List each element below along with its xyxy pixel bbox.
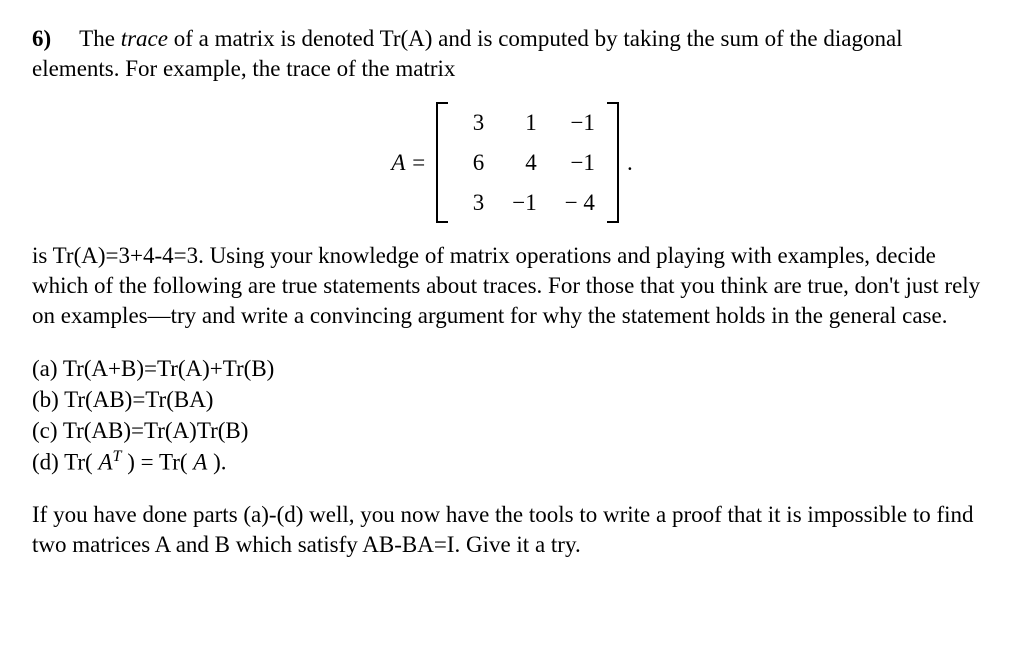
problem-intro: 6)The trace of a matrix is denoted Tr(A)… [32,24,992,84]
closing-paragraph: If you have done parts (a)-(d) well, you… [32,500,992,560]
option-c: (c) Tr(AB)=Tr(A)Tr(B) [32,415,992,446]
matrix: 3 1 −1 6 4 −1 3 −1 − 4 [436,102,619,224]
left-bracket [436,102,448,224]
problem-number: 6) [32,26,51,51]
matrix-cell: 6 [460,148,484,178]
option-d-suffix: ). [207,450,226,475]
matrix-cell: 1 [512,108,536,138]
option-d-prefix: (d) Tr( [32,450,98,475]
matrix-cell: 3 [460,188,484,218]
matrix-label: A = [391,148,426,178]
body-after-matrix: is Tr(A)=3+4-4=3. Using your knowledge o… [32,241,992,331]
option-d-var1: A [98,450,112,475]
matrix-cell: −1 [512,188,536,218]
matrix-cell: 3 [460,108,484,138]
matrix-cell: −1 [565,108,595,138]
intro-italic: trace [121,26,168,51]
matrix-display: A = 3 1 −1 6 4 −1 3 −1 − 4 . [32,102,992,224]
option-d-var2: A [193,450,207,475]
matrix-grid: 3 1 −1 6 4 −1 3 −1 − 4 [448,102,607,224]
matrix-cell: −1 [565,148,595,178]
option-d-mid: ) = Tr( [121,450,193,475]
option-a: (a) Tr(A+B)=Tr(A)+Tr(B) [32,353,992,384]
intro-text-1: The [79,26,121,51]
option-d: (d) Tr( AT ) = Tr( A ). [32,446,992,478]
matrix-period: . [627,148,633,178]
option-b: (b) Tr(AB)=Tr(BA) [32,384,992,415]
right-bracket [607,102,619,224]
options-block: (a) Tr(A+B)=Tr(A)+Tr(B) (b) Tr(AB)=Tr(BA… [32,353,992,478]
matrix-cell: − 4 [565,188,595,218]
matrix-cell: 4 [512,148,536,178]
